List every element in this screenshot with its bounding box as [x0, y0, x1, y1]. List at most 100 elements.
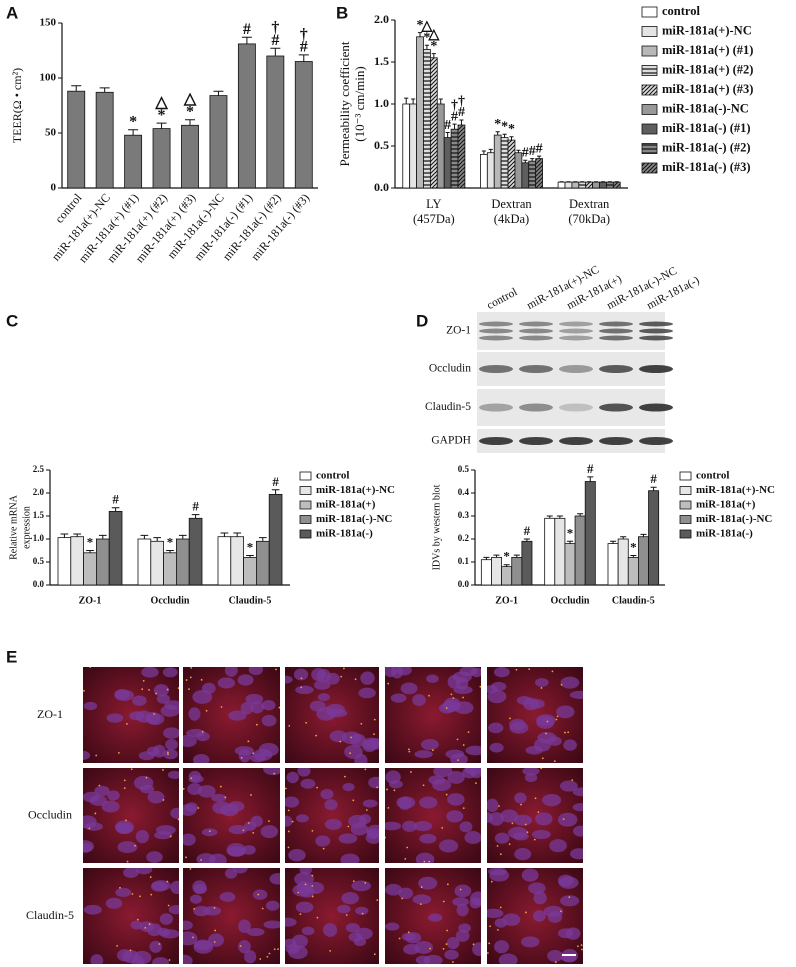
- signal-dot: [457, 759, 459, 762]
- blot-band: [599, 328, 633, 334]
- signal-dot: [567, 731, 570, 734]
- bar: [599, 181, 607, 189]
- cell-nucleus: [217, 677, 235, 689]
- blot-band: [479, 321, 513, 327]
- legend-label: miR-181a(-)-NC: [662, 101, 749, 115]
- signal-dot: [428, 694, 430, 697]
- signal-dot: [398, 937, 401, 940]
- cell-nucleus: [196, 853, 216, 863]
- signal-dot: [201, 730, 204, 733]
- error-bar: [610, 540, 617, 544]
- error-bar: [523, 538, 530, 542]
- signal-dot: [287, 830, 290, 833]
- bar: [521, 540, 533, 586]
- significance-marker: △: [183, 91, 197, 108]
- blot-band: [519, 335, 553, 341]
- signal-dot: [524, 823, 527, 826]
- signal-dot: [431, 749, 434, 752]
- cell-nucleus: [459, 821, 473, 833]
- blot-band: [559, 335, 593, 341]
- signal-dot: [344, 775, 346, 778]
- signal-dot: [385, 836, 386, 839]
- signal-dot: [316, 916, 319, 919]
- significance-marker: #: [112, 492, 119, 507]
- signal-dot: [352, 799, 355, 802]
- signal-dot: [322, 847, 325, 850]
- cell-nucleus: [560, 676, 580, 689]
- if-image: [487, 768, 583, 863]
- cell-nucleus: [565, 927, 581, 940]
- cell-nucleus: [500, 809, 519, 823]
- error-bar: [513, 554, 520, 558]
- legend-label: miR-181a(+)-NC: [696, 484, 775, 496]
- cell-nucleus: [269, 873, 280, 885]
- signal-dot: [192, 936, 194, 939]
- error-bar: [258, 537, 267, 542]
- x-tick-label: Occludin: [151, 595, 190, 606]
- cell-nucleus: [362, 799, 378, 808]
- cell-nucleus: [351, 880, 372, 892]
- bar: [521, 162, 530, 189]
- bar: [95, 91, 114, 189]
- cell-nucleus: [154, 831, 173, 840]
- signal-dot: [268, 820, 270, 823]
- cell-nucleus: [234, 746, 255, 756]
- signal-dot: [441, 826, 444, 829]
- cell-nucleus: [219, 892, 236, 902]
- cell-nucleus: [348, 814, 367, 828]
- cell-nucleus: [228, 824, 248, 835]
- signal-dot: [496, 845, 499, 847]
- cell-nucleus: [391, 667, 404, 679]
- signal-dot: [125, 723, 128, 725]
- cell-nucleus: [183, 931, 198, 946]
- cell-nucleus: [547, 950, 564, 962]
- cell-nucleus: [419, 796, 438, 809]
- signal-dot: [339, 740, 342, 743]
- cell-nucleus: [252, 889, 268, 900]
- cell-nucleus: [454, 884, 472, 898]
- legend-swatch: [641, 26, 658, 37]
- significance-marker: #: [650, 471, 657, 486]
- error-bar: [411, 98, 416, 104]
- signal-dot: [497, 928, 499, 931]
- cell-nucleus: [472, 942, 481, 956]
- legend-swatch: [641, 65, 658, 76]
- error-bar: [220, 532, 229, 537]
- legend-swatch: [679, 486, 692, 495]
- cell-nucleus: [572, 825, 583, 837]
- legend-label: miR-181a(-): [316, 528, 373, 540]
- signal-dot: [167, 904, 170, 907]
- bar: [578, 181, 587, 189]
- cell-nucleus: [170, 807, 179, 819]
- signal-dot: [329, 949, 332, 952]
- panel-label: E: [6, 647, 17, 666]
- cell-nucleus: [390, 693, 407, 703]
- signal-dot: [189, 868, 192, 870]
- y-tick-label: 0.2: [458, 533, 470, 543]
- signal-dot: [580, 944, 583, 947]
- cell-nucleus: [572, 803, 583, 812]
- lane-label: control: [485, 286, 519, 312]
- signal-dot: [266, 955, 269, 958]
- bar: [429, 57, 438, 189]
- cell-nucleus: [197, 785, 216, 798]
- bar: [67, 90, 86, 189]
- signal-dot: [462, 744, 465, 746]
- signal-dot: [95, 754, 98, 757]
- cell-nucleus: [288, 849, 306, 862]
- signal-dot: [462, 807, 465, 810]
- cell-nucleus: [570, 848, 583, 860]
- cell-nucleus: [245, 693, 264, 705]
- bar: [571, 181, 580, 189]
- cell-nucleus: [294, 872, 315, 887]
- signal-dot: [577, 945, 579, 948]
- bar: [96, 538, 110, 586]
- signal-dot: [248, 822, 250, 824]
- bar: [255, 540, 270, 586]
- signal-dot: [150, 893, 153, 896]
- significance-marker: #: [451, 109, 458, 124]
- signal-dot: [177, 818, 179, 821]
- cell-nucleus: [163, 727, 179, 739]
- significance-marker: *: [508, 122, 515, 137]
- cell-nucleus: [556, 705, 575, 719]
